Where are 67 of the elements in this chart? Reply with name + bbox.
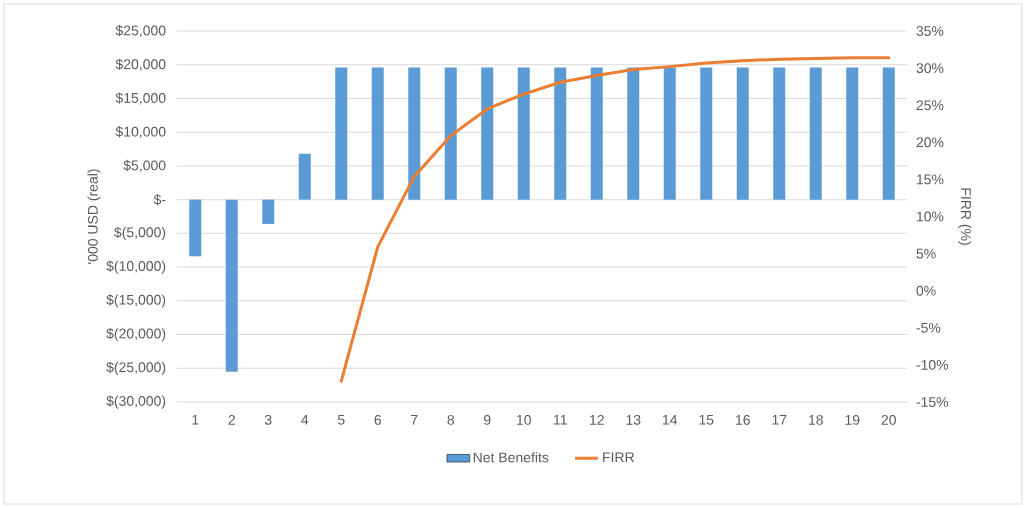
y2-tick-label: -15%: [916, 397, 949, 407]
bar: [371, 67, 384, 200]
bar: [335, 67, 348, 200]
bar: [517, 67, 530, 200]
bar: [663, 67, 676, 200]
legend-label: Net Benefits: [473, 452, 549, 463]
y-tick-label: $(15,000): [106, 294, 166, 308]
bar: [481, 67, 494, 200]
y-tick-label: $5,000: [123, 159, 166, 172]
y-tick-label: $(10,000): [106, 260, 166, 274]
bar: [189, 199, 202, 257]
bar: [554, 67, 567, 200]
y-tick-label: $15,000: [115, 92, 166, 105]
y2-axis-title: FIRR (%): [958, 188, 972, 245]
x-tick-label: 10: [517, 414, 531, 425]
y2-tick-label: -10%: [916, 359, 949, 370]
bar: [298, 153, 311, 200]
x-tick-label: 19: [845, 414, 860, 425]
bar: [444, 67, 457, 200]
x-tick-label: 9: [484, 414, 491, 425]
x-tick-label: 1: [192, 414, 199, 425]
x-tick-label: 3: [264, 414, 272, 425]
x-tick-label: 16: [736, 414, 750, 425]
x-tick-label: 11: [554, 414, 567, 425]
x-tick-label: 15: [699, 414, 714, 425]
bar: [846, 67, 859, 200]
x-tick-label: 7: [411, 414, 418, 425]
x-tick-label: 12: [590, 414, 604, 425]
x-tick-label: 14: [663, 414, 678, 425]
bar: [773, 67, 786, 200]
x-tick-label: 17: [772, 414, 787, 425]
bar: [627, 67, 640, 200]
bar: [736, 67, 749, 200]
y2-tick-label: 35%: [916, 26, 944, 36]
x-tick-label: 6: [374, 414, 382, 425]
bar: [700, 67, 713, 200]
y2-tick-label: 25%: [916, 100, 944, 111]
bar: [882, 67, 895, 200]
bar: [809, 67, 822, 200]
y-tick-label: $10,000: [115, 126, 166, 139]
y-tick-label: $-: [153, 193, 166, 206]
legend-label: FIRR: [603, 452, 634, 463]
bar: [408, 67, 421, 200]
y2-tick-label: 20%: [916, 137, 944, 148]
y-tick-label: $(20,000): [106, 327, 166, 342]
y2-tick-label: -5%: [916, 322, 941, 333]
y-tick-label: $(25,000): [106, 361, 166, 375]
x-tick-label: 13: [626, 414, 641, 425]
y-tick-label: $20,000: [115, 58, 166, 71]
x-tick-label: 8: [447, 414, 455, 425]
y2-tick-label: 10%: [917, 211, 944, 222]
y-tick-label: $25,000: [115, 24, 166, 38]
y-tick-label: $(5,000): [114, 226, 166, 240]
x-tick-label: 20: [881, 414, 896, 425]
bar: [262, 199, 275, 224]
x-tick-label: 2: [228, 414, 235, 425]
y2-tick-label: 30%: [916, 63, 944, 74]
bar: [590, 67, 603, 200]
y2-tick-label: 0%: [916, 285, 936, 296]
x-tick-label: 4: [301, 414, 309, 425]
y-axis-title: '000 USD (real): [87, 169, 101, 264]
x-tick-label: 5: [337, 414, 345, 425]
bar: [225, 199, 238, 372]
y-tick-label: $(30,000): [106, 395, 166, 409]
x-tick-label: 18: [809, 414, 823, 425]
y2-tick-label: 5%: [916, 248, 936, 259]
y2-tick-label: 15%: [917, 174, 944, 185]
